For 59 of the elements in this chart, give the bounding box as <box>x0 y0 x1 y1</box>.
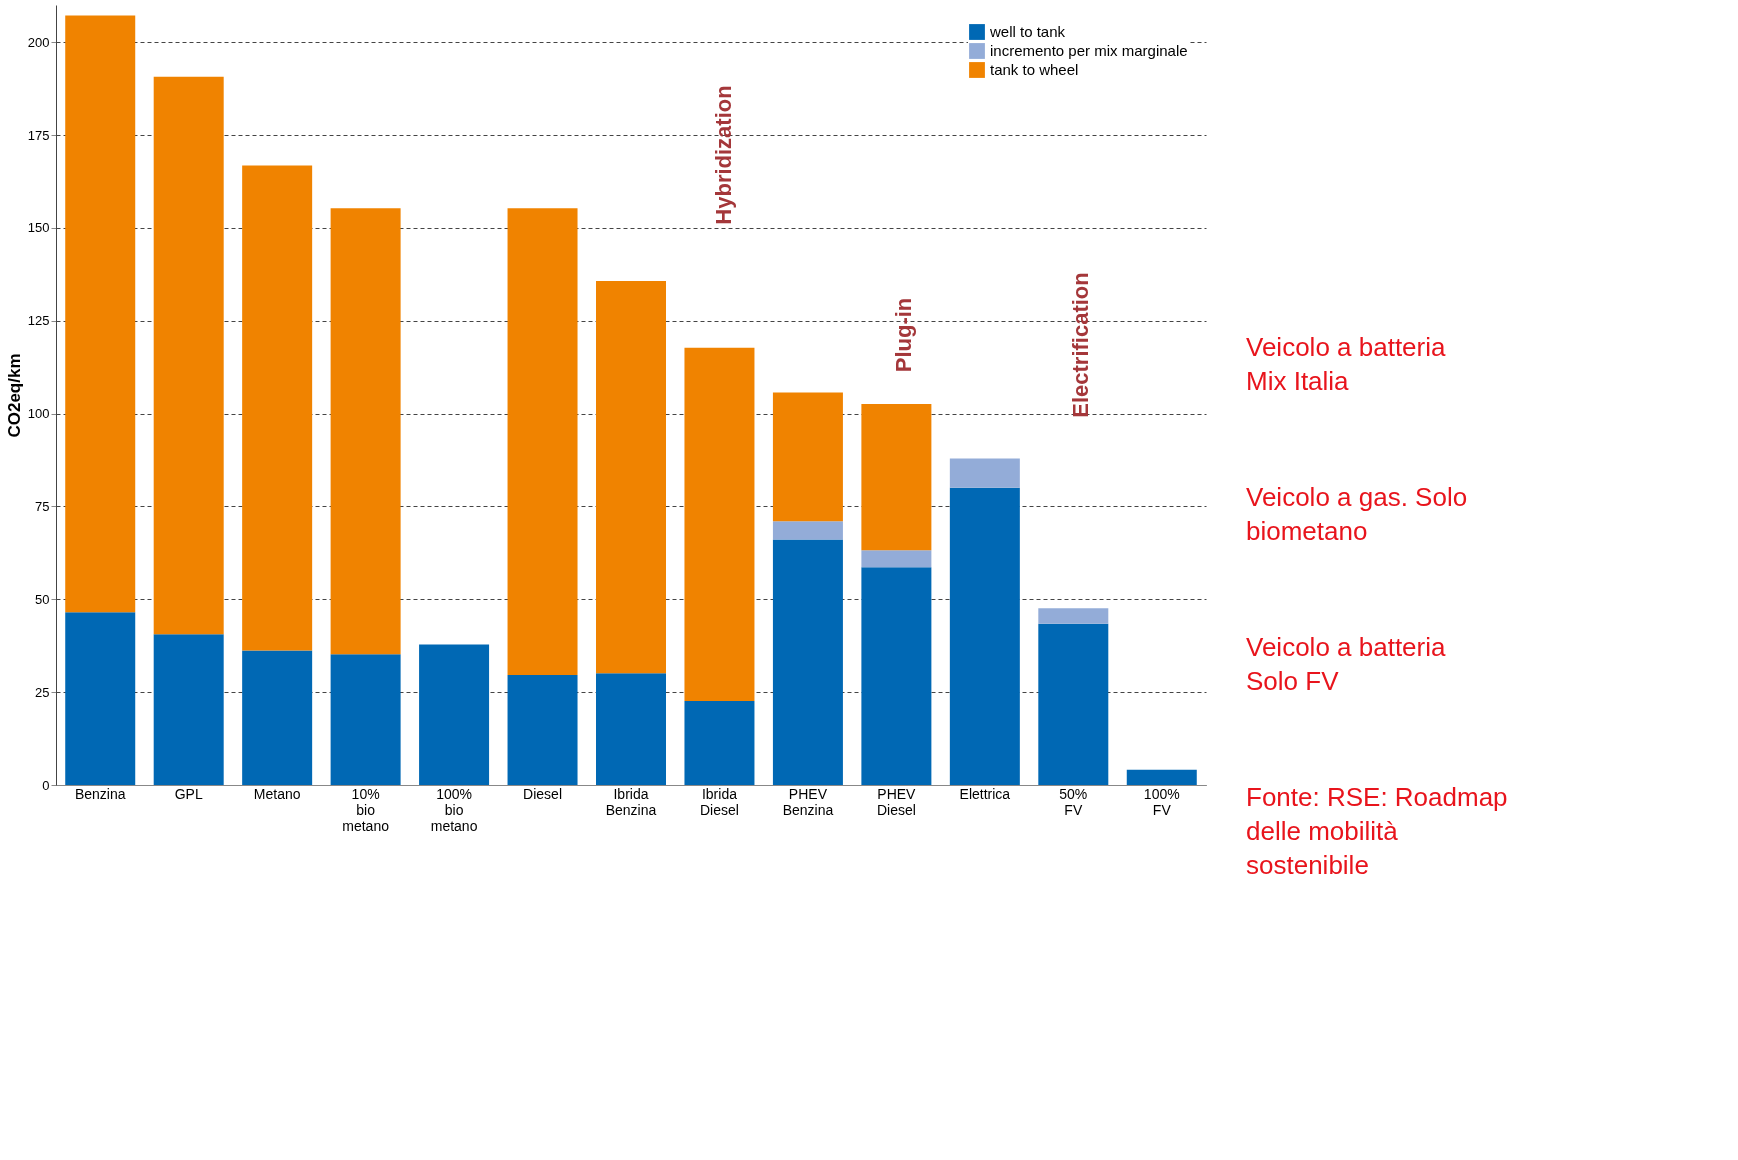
bar <box>772 539 843 785</box>
legend-label: well to tank <box>989 23 1066 40</box>
legend-label: tank to wheel <box>990 61 1079 78</box>
x-tick-label: PHEV Benzina <box>782 785 834 818</box>
x-tick-label: GPL <box>174 785 203 802</box>
bar <box>861 403 932 551</box>
bar <box>419 644 490 785</box>
text: Veicolo a batteria Solo FV <box>1246 632 1447 696</box>
x-tick-label: 50% FV <box>1059 785 1088 818</box>
bar <box>330 654 401 785</box>
bar <box>242 650 313 785</box>
x-tick-label: Elettrica <box>959 785 1011 802</box>
bar <box>596 673 666 785</box>
bar <box>949 487 1020 785</box>
y-tick-label: 0 <box>42 777 50 793</box>
y-tick-label: 75 <box>35 498 50 514</box>
bar <box>242 165 313 651</box>
bar <box>65 15 136 613</box>
bar <box>772 392 843 522</box>
bar <box>330 208 401 655</box>
bar <box>507 675 578 785</box>
legend-label: incremento per mix marginale <box>990 42 1188 59</box>
y-axis-title: CO2eq/km <box>4 353 24 438</box>
x-tick-label: Benzina <box>74 785 126 802</box>
annotation: Hybridization <box>711 85 736 225</box>
y-tick-label: 25 <box>35 684 50 700</box>
bar <box>153 634 224 785</box>
bar <box>65 612 136 785</box>
bar <box>1126 769 1197 785</box>
y-tick-label: 200 <box>27 34 50 50</box>
bar <box>507 208 578 676</box>
y-tick-label: 125 <box>27 313 50 329</box>
bar <box>1038 608 1109 624</box>
y-tick-label: 50 <box>35 591 50 607</box>
text: Veicolo a batteria Mix Italia <box>1246 332 1447 396</box>
y-tick-label: 100 <box>27 406 50 422</box>
bar <box>684 347 755 702</box>
x-tick-label: Ibrida Benzina <box>605 785 657 818</box>
x-tick-label: Ibrida Diesel <box>700 785 739 818</box>
bar <box>153 76 224 635</box>
bar <box>861 567 932 785</box>
x-tick-label: Metano <box>253 785 301 802</box>
x-tick-label: 100% FV <box>1143 785 1180 818</box>
y-tick-label: 175 <box>27 127 50 143</box>
x-tick-label: 100% bio metano <box>430 785 478 834</box>
source-note: Fonte: RSE: Roadmap delle mobilità sostenibile <box>1246 782 1508 880</box>
bar <box>596 280 666 674</box>
annotation: Electrification <box>1068 272 1093 418</box>
x-tick-label: PHEV Diesel <box>876 785 917 818</box>
y-tick-label: 150 <box>27 220 50 236</box>
x-tick-label: Diesel <box>523 785 562 802</box>
bar <box>861 550 932 568</box>
bar <box>1038 623 1109 785</box>
x-tick-label: 10% bio metano <box>342 785 390 834</box>
bar <box>772 521 843 540</box>
annotation: Plug-in <box>891 297 916 373</box>
bar <box>684 701 755 785</box>
bar <box>949 458 1020 488</box>
text: Veicolo a gas. Solo biometano <box>1246 482 1468 546</box>
